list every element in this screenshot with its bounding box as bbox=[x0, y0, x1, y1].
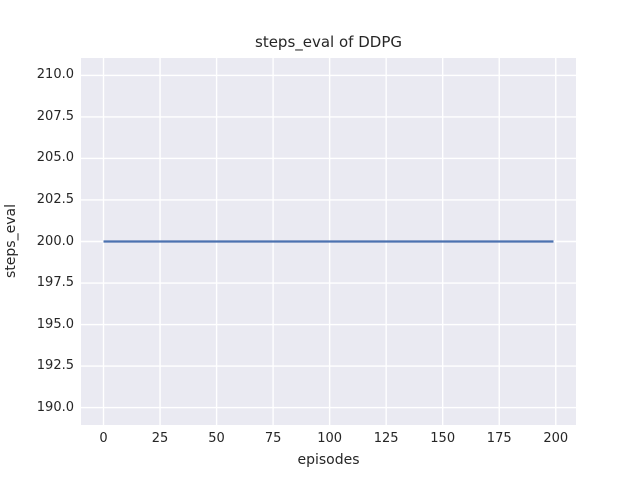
x-axis-label: episodes bbox=[297, 452, 360, 468]
x-tick-label: 150 bbox=[430, 431, 456, 446]
y-tick-label: 197.5 bbox=[36, 275, 74, 291]
plot-area bbox=[81, 58, 576, 425]
plot-canvas bbox=[81, 58, 576, 425]
chart-title: steps_eval of DDPG bbox=[255, 33, 402, 51]
x-tick-label: 125 bbox=[373, 431, 399, 446]
y-tick-label: 192.5 bbox=[36, 358, 74, 374]
y-tick-label: 207.5 bbox=[36, 108, 74, 124]
y-tick-label: 190.0 bbox=[36, 399, 74, 415]
y-axis-label: steps_eval bbox=[3, 204, 19, 278]
x-tick-label: 200 bbox=[543, 431, 569, 446]
y-tick-label: 210.0 bbox=[36, 67, 74, 83]
x-tick-label: 0 bbox=[99, 431, 108, 446]
x-tick-label: 50 bbox=[208, 431, 225, 446]
y-tick-label: 195.0 bbox=[36, 316, 74, 332]
y-tick-label: 202.5 bbox=[36, 191, 74, 207]
x-tick-label: 25 bbox=[151, 431, 169, 446]
x-tick-label: 100 bbox=[317, 431, 343, 446]
y-tick-label: 200.0 bbox=[36, 233, 74, 249]
x-tick-label: 75 bbox=[264, 431, 282, 446]
y-tick-label: 205.0 bbox=[36, 150, 74, 166]
x-tick-label: 175 bbox=[486, 431, 512, 446]
